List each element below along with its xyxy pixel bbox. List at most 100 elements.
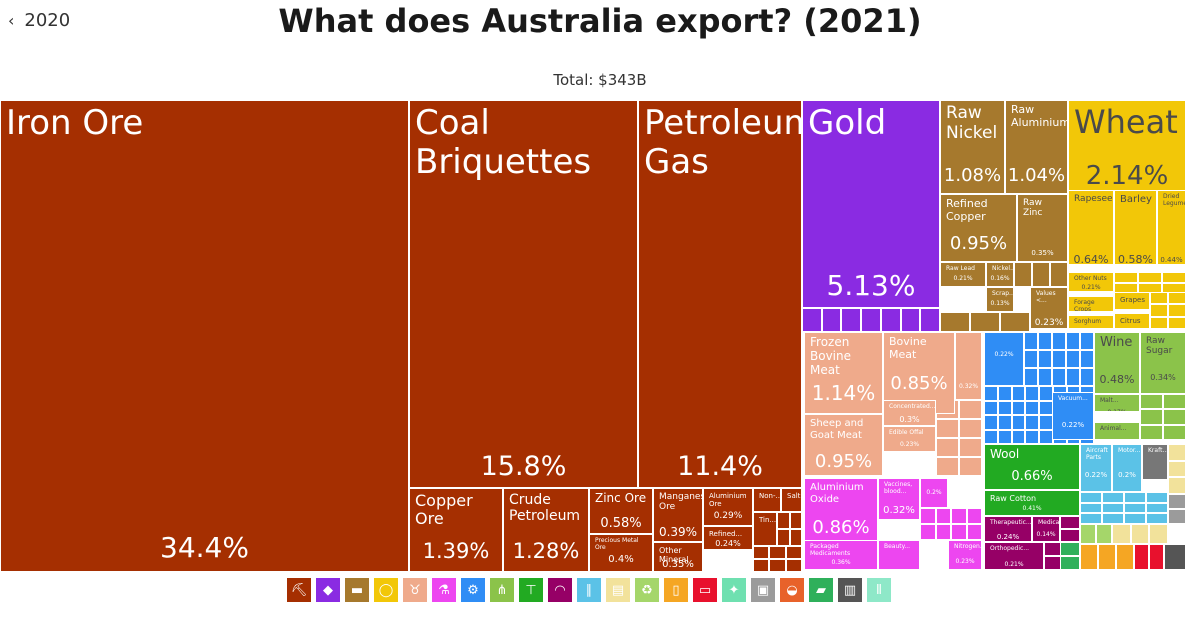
- treemap-cell-frozen-bovine-meat[interactable]: Frozen Bovine Meat 1.14%: [804, 332, 883, 414]
- treemap-cell-nickel[interactable]: Nickel... 0.16%: [986, 262, 1014, 287]
- treemap-cell-animal[interactable]: Animal...: [1094, 422, 1140, 440]
- treemap-minor-cell[interactable]: [935, 524, 951, 540]
- flask-icon[interactable]: ⚗: [431, 577, 457, 603]
- treemap-minor-cell[interactable]: [966, 524, 982, 540]
- shoes-icon[interactable]: ◒: [779, 577, 805, 603]
- treemap-minor-cell[interactable]: [777, 529, 790, 546]
- treemap-minor-cell[interactable]: [1134, 544, 1149, 570]
- treemap-cell-non[interactable]: Non-...: [753, 488, 781, 512]
- treemap-cell-sheep-and-goat-meat[interactable]: Sheep and Goat Meat 0.95%: [804, 414, 883, 476]
- treemap-minor-cell[interactable]: [769, 546, 786, 559]
- wood-icon[interactable]: ⦀: [866, 577, 892, 603]
- treemap-minor-cell[interactable]: [984, 386, 998, 401]
- treemap-cell-vaccines-blood[interactable]: Vaccines, blood... 0.32%: [878, 478, 920, 520]
- treemap-minor-cell[interactable]: [1038, 350, 1052, 368]
- gear-icon[interactable]: ⚙: [460, 577, 486, 603]
- treemap-minor-cell[interactable]: [920, 508, 936, 524]
- treemap-minor-cell[interactable]: [841, 308, 862, 332]
- treemap-minor-cell[interactable]: [940, 312, 970, 332]
- treemap-cell-dried-legumes[interactable]: Dried Legumes 0.44%: [1157, 190, 1186, 265]
- treemap-cell-gold[interactable]: Gold 5.13%: [802, 100, 940, 308]
- treemap-minor-cell[interactable]: [997, 429, 1012, 444]
- treemap-cell-packaged-medicaments[interactable]: Packaged Medicaments 0.36%: [804, 540, 878, 570]
- treemap-minor-cell[interactable]: [1039, 415, 1053, 430]
- treemap-minor-cell[interactable]: [1025, 400, 1039, 415]
- treemap-cell-citrus[interactable]: Citrus: [1114, 313, 1150, 329]
- treemap-minor-cell[interactable]: [1080, 350, 1094, 368]
- treemap-minor-cell[interactable]: [785, 559, 802, 572]
- treemap-minor-cell[interactable]: [1140, 424, 1163, 440]
- treemap-minor-cell[interactable]: [777, 512, 790, 529]
- treemap-minor-cell[interactable]: [1130, 524, 1150, 544]
- bottle-icon[interactable]: ▯: [663, 577, 689, 603]
- treemap-minor-cell[interactable]: [1164, 544, 1186, 570]
- treemap-minor-cell[interactable]: [936, 438, 959, 457]
- treemap-minor-cell[interactable]: [1149, 524, 1168, 544]
- treemap-minor-cell[interactable]: [880, 308, 901, 332]
- treemap-minor-cell[interactable]: [1050, 262, 1068, 287]
- treemap-minor-cell[interactable]: [1124, 513, 1146, 524]
- treemap-minor-cell[interactable]: [1024, 332, 1038, 350]
- treemap-minor-cell[interactable]: [861, 308, 881, 332]
- treemap-minor-cell[interactable]: [1060, 556, 1080, 570]
- treemap-minor-cell[interactable]: [935, 508, 951, 524]
- treemap-minor-cell[interactable]: [920, 524, 936, 540]
- treemap-minor-cell[interactable]: [1052, 332, 1066, 350]
- wheat-icon[interactable]: ⋔: [489, 577, 515, 603]
- treemap-cell-wool[interactable]: Wool 0.66%: [984, 444, 1080, 490]
- treemap-minor-cell[interactable]: [769, 559, 786, 572]
- treemap-minor-cell[interactable]: [1168, 477, 1186, 494]
- treemap-cell-petroleum-gas[interactable]: Petroleum Gas 11.4%: [638, 100, 802, 488]
- treemap-cell-orthopedic[interactable]: Orthopedic... 0.21%: [984, 542, 1044, 570]
- treemap-minor-cell[interactable]: [1146, 502, 1168, 514]
- treemap-cell-edible-offal[interactable]: Edible Offal 0.23%: [883, 426, 936, 452]
- treemap-minor-cell[interactable]: [1096, 524, 1112, 544]
- treemap-cell-medical[interactable]: Medical... 0.14%: [1032, 516, 1060, 542]
- treemap-minor-cell[interactable]: [1124, 492, 1146, 503]
- treemap-minor-cell[interactable]: [1000, 312, 1030, 332]
- treemap-minor-cell[interactable]: [1025, 429, 1039, 444]
- treemap-minor-cell[interactable]: [959, 457, 982, 476]
- paper-icon[interactable]: ▤: [605, 577, 631, 603]
- treemap-minor-cell[interactable]: [1112, 524, 1131, 544]
- treemap-cell-aircraft-parts[interactable]: Aircraft Parts 0.22%: [1080, 444, 1112, 492]
- treemap-cell-aluminium-ore[interactable]: Aluminium Ore 0.29%: [703, 488, 753, 526]
- treemap-cell-malt[interactable]: Malt... 0.17%: [1094, 394, 1140, 412]
- treemap-minor-cell[interactable]: [1102, 492, 1124, 503]
- treemap-cell-crude-petroleum[interactable]: Crude Petroleum 1.28%: [503, 488, 589, 572]
- treemap-minor-cell[interactable]: [1060, 516, 1080, 529]
- treemap-cell-grapes[interactable]: Grapes: [1114, 292, 1150, 310]
- treemap-cell-coal-briquettes[interactable]: Coal Briquettes 15.8%: [409, 100, 638, 488]
- treemap-cell-scrap[interactable]: Scrap... 0.13%: [986, 287, 1014, 312]
- treemap-minor-cell[interactable]: [900, 308, 921, 332]
- treemap-cell-precious-metal-ore[interactable]: Precious Metal Ore 0.4%: [589, 534, 653, 572]
- treemap-minor-cell[interactable]: [802, 308, 822, 332]
- treemap-minor-cell[interactable]: [959, 400, 982, 419]
- treemap-minor-cell[interactable]: [1168, 494, 1186, 509]
- cow-icon[interactable]: ♉: [402, 577, 428, 603]
- treemap-cell-other-nuts[interactable]: Other Nuts 0.21%: [1068, 272, 1114, 292]
- recycle-icon[interactable]: ♻: [634, 577, 660, 603]
- treemap-cell-item-37[interactable]: 0.32%: [955, 332, 982, 400]
- treemap-minor-cell[interactable]: [966, 508, 982, 524]
- treemap-minor-cell[interactable]: [1146, 513, 1168, 524]
- treemap-minor-cell[interactable]: [753, 546, 770, 559]
- treemap-minor-cell[interactable]: [1140, 409, 1163, 425]
- treemap-minor-cell[interactable]: [984, 415, 998, 430]
- leather-icon[interactable]: ✦: [721, 577, 747, 603]
- treemap-minor-cell[interactable]: [1039, 400, 1053, 415]
- shoe-icon[interactable]: ▰: [808, 577, 834, 603]
- treemap-minor-cell[interactable]: [936, 457, 959, 476]
- treemap-minor-cell[interactable]: [959, 419, 982, 438]
- treemap-minor-cell[interactable]: [1066, 332, 1080, 350]
- treemap-cell-vacuum[interactable]: Vacuum... 0.22%: [1052, 392, 1094, 440]
- treemap-cell-other-mineral[interactable]: Other Mineral 0.35%: [653, 542, 703, 572]
- treemap-minor-cell[interactable]: [1146, 492, 1168, 503]
- treemap-cell-wine[interactable]: Wine 0.48%: [1094, 332, 1140, 394]
- treemap-minor-cell[interactable]: [1080, 492, 1102, 503]
- treemap-minor-cell[interactable]: [1163, 394, 1186, 410]
- road-icon[interactable]: ∥: [576, 577, 602, 603]
- treemap-cell-zinc-ore[interactable]: Zinc Ore 0.58%: [589, 488, 653, 534]
- treemap-minor-cell[interactable]: [951, 508, 967, 524]
- treemap-minor-cell[interactable]: [1163, 424, 1186, 440]
